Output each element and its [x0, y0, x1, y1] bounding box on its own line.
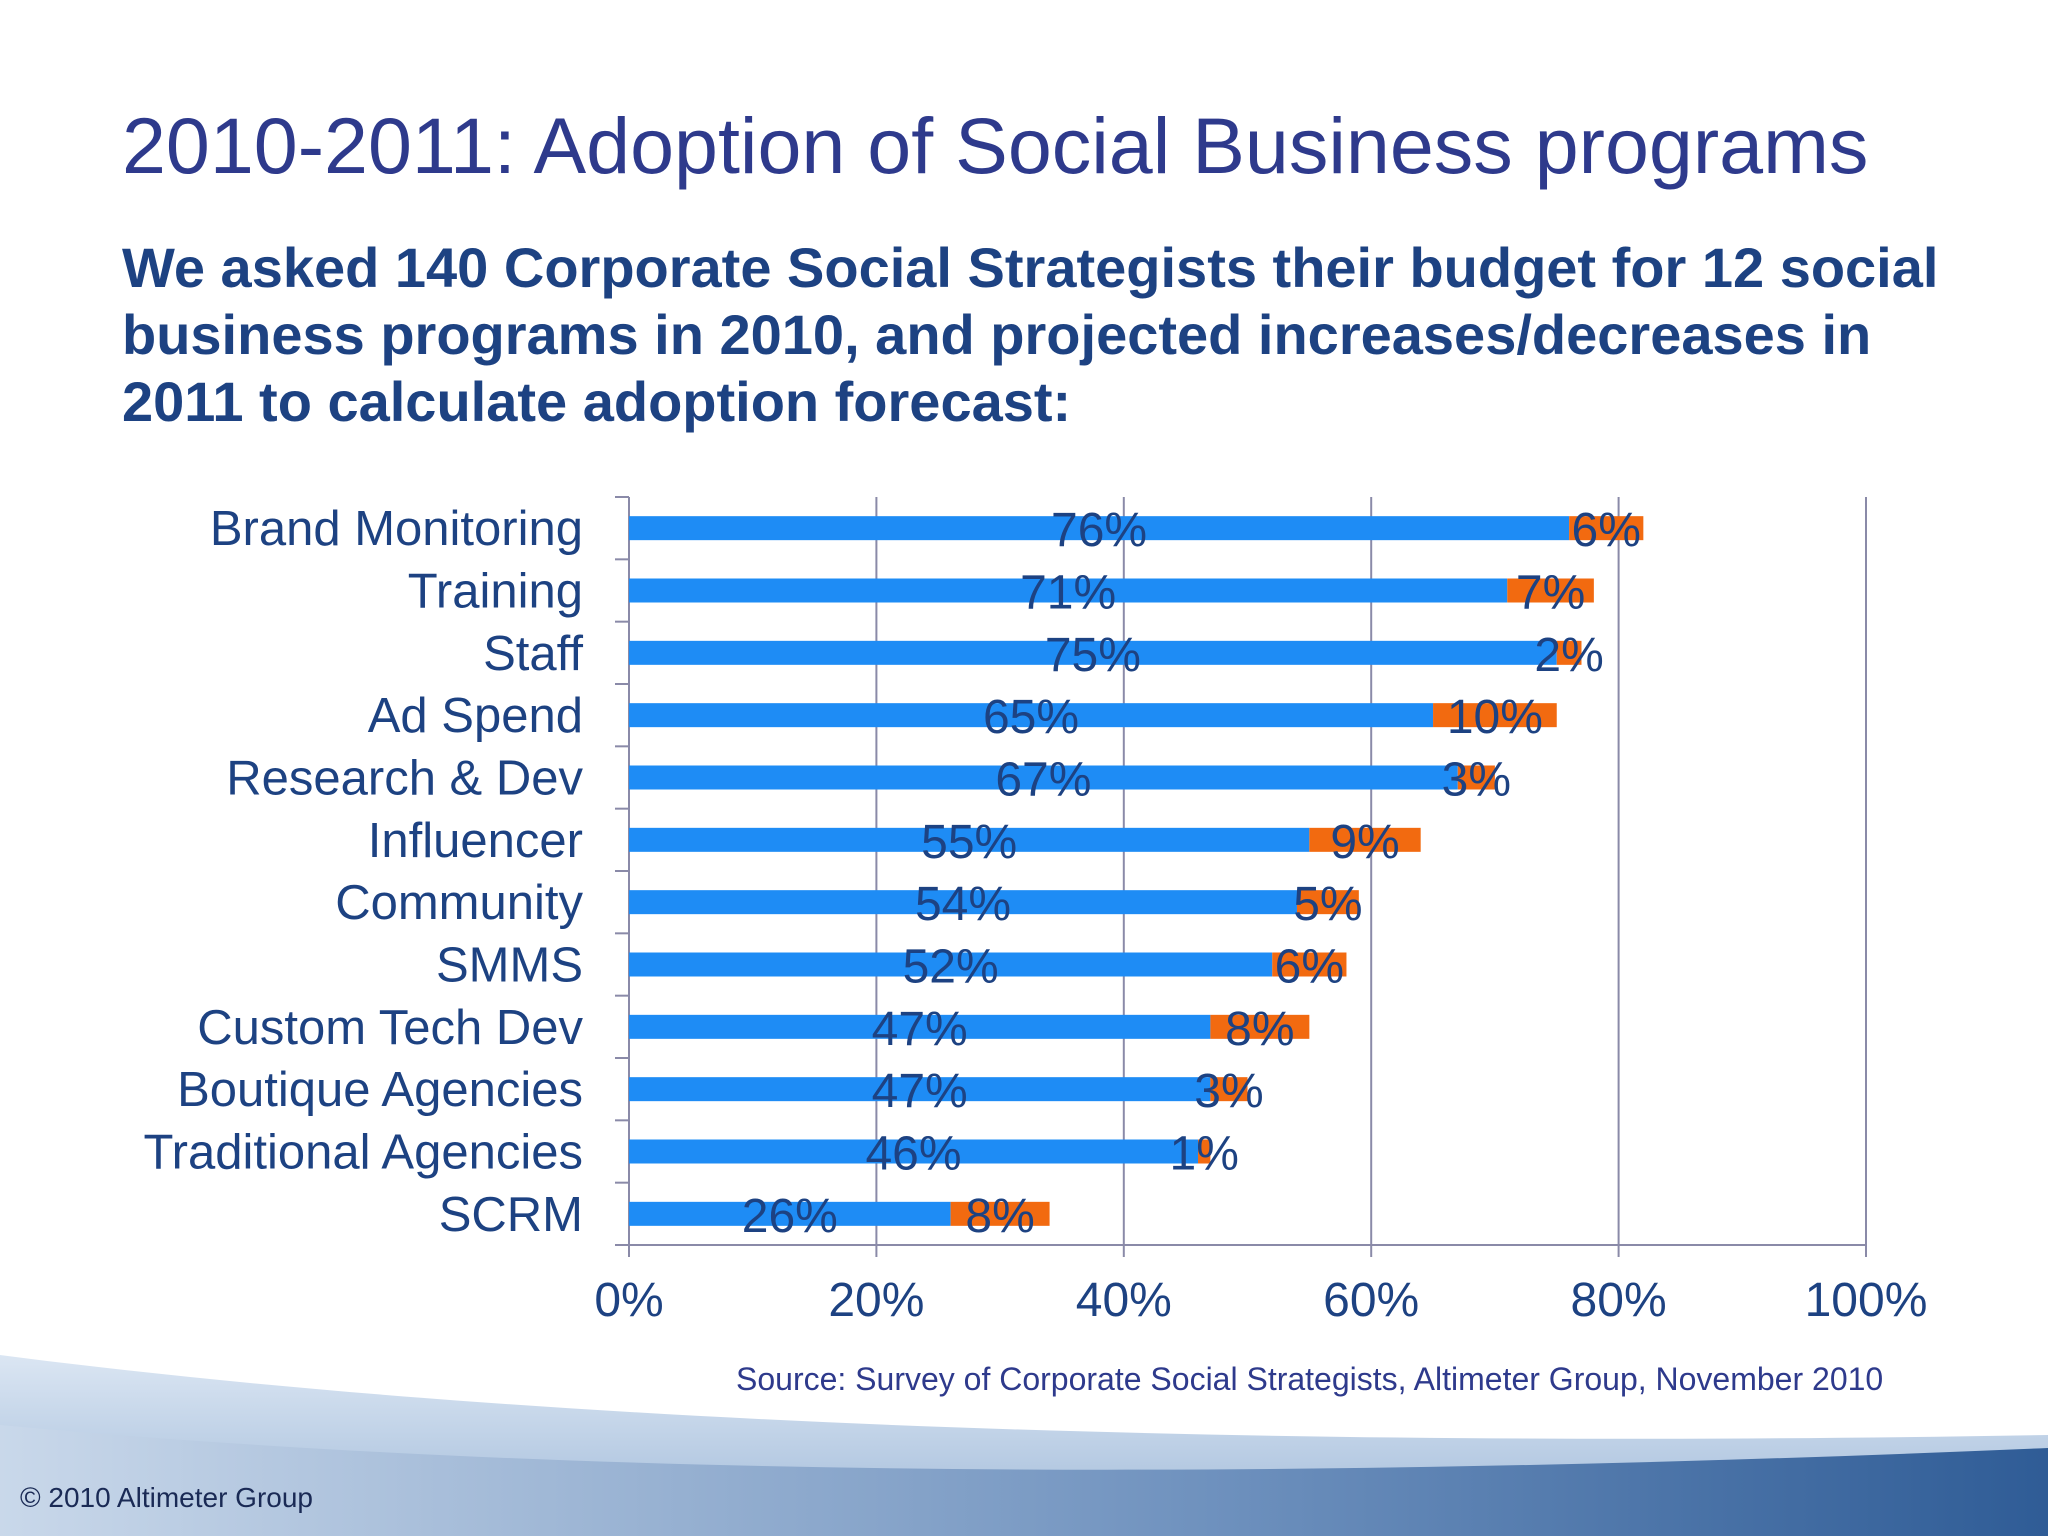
data-label-2010: 54% [915, 878, 1011, 931]
x-tick-label: 20% [828, 1274, 924, 1327]
category-label: Boutique Agencies [177, 1063, 583, 1117]
category-label: Traditional Agencies [144, 1126, 583, 1180]
data-label-2010: 76% [1051, 504, 1147, 557]
bar-2010 [629, 516, 1570, 541]
data-label-2010: 67% [995, 754, 1091, 807]
adoption-bar-chart: 0% 20% 40% 60% 80% 100% Brand Monitoring 76% 6% T… [144, 496, 1928, 1327]
bar-2010 [629, 578, 1508, 603]
data-label-increase: 5% [1293, 878, 1362, 931]
data-label-increase: 9% [1330, 816, 1399, 869]
bar-increase [1433, 703, 1557, 728]
bar-2010 [629, 1014, 1211, 1039]
bar-increase [1457, 765, 1495, 790]
category-label: SMMS [436, 939, 583, 993]
bar-increase [1272, 952, 1347, 977]
data-label-2010: 47% [872, 1065, 968, 1118]
x-tick-label: 100% [1805, 1274, 1928, 1327]
bar-2010 [629, 640, 1557, 665]
bar-increase [1507, 578, 1594, 603]
category-label: Brand Monitoring [210, 502, 583, 556]
copyright-note: © 2010 Altimeter Group [20, 1482, 314, 1513]
data-label-increase: 10% [1447, 691, 1543, 744]
data-label-increase: 6% [1572, 504, 1641, 557]
bar-increase [1198, 1139, 1211, 1164]
category-label: Custom Tech Dev [197, 1001, 583, 1055]
bar-2010 [629, 1139, 1199, 1164]
category-label: Research & Dev [226, 752, 583, 806]
bar-increase [1309, 827, 1421, 852]
bar-2010 [629, 952, 1273, 977]
category-label: Community [335, 876, 583, 930]
bar-increase [1210, 1014, 1310, 1039]
x-tick-label: 80% [1571, 1274, 1667, 1327]
bar-increase [1569, 516, 1644, 541]
category-label: SCRM [439, 1188, 583, 1242]
bar-increase [950, 1201, 1050, 1226]
bar-2010 [629, 890, 1297, 915]
data-label-2010: 47% [872, 1003, 968, 1056]
data-label-increase: 1% [1170, 1128, 1239, 1181]
data-label-increase: 8% [1225, 1003, 1294, 1056]
bar-2010 [629, 827, 1310, 852]
data-label-2010: 65% [983, 691, 1079, 744]
data-label-increase: 7% [1516, 567, 1585, 620]
data-label-increase: 6% [1275, 941, 1344, 994]
data-label-increase: 3% [1194, 1065, 1263, 1118]
category-label: Staff [483, 627, 583, 681]
x-tick-label: 40% [1076, 1274, 1172, 1327]
bar-2010 [629, 703, 1434, 728]
data-label-2010: 52% [903, 941, 999, 994]
slide-subtitle: We asked 140 Corporate Social Strategist… [122, 236, 1939, 433]
data-label-increase: 3% [1442, 754, 1511, 807]
data-label-2010: 71% [1020, 567, 1116, 620]
data-label-2010: 46% [865, 1128, 961, 1181]
bar-2010 [629, 1077, 1211, 1102]
bar-2010 [629, 765, 1458, 790]
x-tick-label: 0% [594, 1274, 663, 1327]
bar-increase [1210, 1077, 1248, 1102]
category-label: Training [408, 565, 583, 619]
data-label-increase: 8% [965, 1190, 1034, 1243]
slide-title: 2010-2011: Adoption of Social Business p… [122, 101, 1869, 190]
x-tick-label: 60% [1323, 1274, 1419, 1327]
data-label-2010: 55% [921, 816, 1017, 869]
bar-increase [1296, 890, 1359, 915]
footer-wave-decoration [0, 1355, 2048, 1536]
category-label: Influencer [368, 814, 583, 868]
bar-increase [1556, 640, 1582, 665]
source-note: Source: Survey of Corporate Social Strat… [736, 1361, 1884, 1397]
category-label: Ad Spend [368, 689, 583, 743]
bar-2010 [629, 1201, 951, 1226]
data-label-increase: 2% [1534, 629, 1603, 682]
data-label-2010: 26% [742, 1190, 838, 1243]
data-label-2010: 75% [1045, 629, 1141, 682]
